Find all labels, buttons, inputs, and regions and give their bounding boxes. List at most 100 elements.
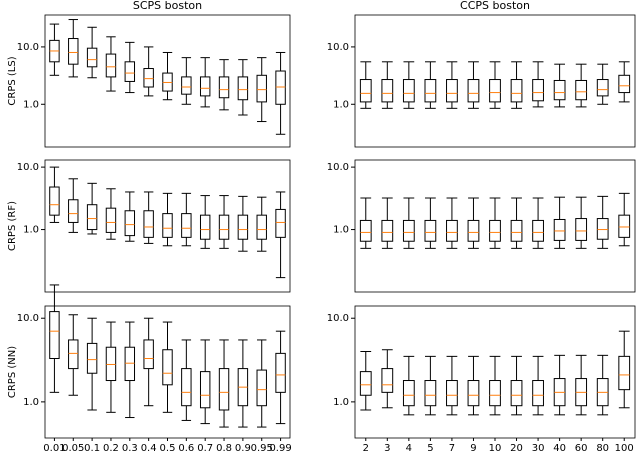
box bbox=[218, 76, 230, 99]
box bbox=[49, 186, 60, 216]
x-tick-label: 60 bbox=[575, 443, 588, 454]
box bbox=[143, 339, 154, 370]
box bbox=[256, 74, 267, 103]
box bbox=[381, 368, 394, 393]
box bbox=[105, 346, 117, 382]
box bbox=[618, 214, 631, 238]
box bbox=[381, 219, 394, 242]
x-tick-label: 100 bbox=[615, 443, 634, 454]
x-tick-label: 0.01 bbox=[43, 443, 65, 454]
box bbox=[510, 79, 523, 103]
panel-frame bbox=[354, 159, 636, 293]
box bbox=[105, 207, 117, 233]
x-tick-label: 0.99 bbox=[269, 443, 291, 454]
box bbox=[359, 219, 372, 242]
box bbox=[424, 79, 437, 103]
box bbox=[532, 380, 544, 407]
box bbox=[575, 218, 588, 241]
box bbox=[489, 380, 501, 407]
x-tick-label: 0.6 bbox=[178, 443, 194, 454]
panel-frame bbox=[44, 14, 291, 148]
y-tick-label: 10.0 bbox=[17, 162, 39, 173]
box bbox=[181, 76, 192, 95]
y-axis-label: CRPS (LS) bbox=[7, 56, 18, 105]
box bbox=[237, 76, 249, 101]
box bbox=[596, 79, 609, 97]
box bbox=[424, 219, 437, 242]
box bbox=[68, 199, 79, 223]
y-tick-label: 10.0 bbox=[17, 313, 39, 324]
box bbox=[86, 47, 98, 68]
box bbox=[124, 346, 136, 382]
x-tick-label: 0.2 bbox=[103, 443, 119, 454]
box bbox=[143, 210, 154, 238]
x-tick-label: 0.7 bbox=[197, 443, 213, 454]
x-tick-label: 20 bbox=[510, 443, 523, 454]
box bbox=[143, 68, 154, 88]
x-tick-label: 80 bbox=[596, 443, 609, 454]
box bbox=[402, 79, 415, 103]
box bbox=[467, 79, 480, 103]
box bbox=[424, 380, 437, 407]
box bbox=[181, 368, 192, 407]
box bbox=[256, 369, 267, 407]
box bbox=[596, 218, 609, 240]
box bbox=[553, 218, 566, 241]
x-tick-label: 30 bbox=[532, 443, 545, 454]
panel-frame bbox=[44, 159, 291, 293]
x-tick-label: 0.4 bbox=[141, 443, 157, 454]
box bbox=[467, 219, 480, 242]
x-tick-label: 0.05 bbox=[62, 443, 84, 454]
x-tick-label: 4 bbox=[406, 443, 412, 454]
box bbox=[359, 79, 372, 103]
box bbox=[237, 214, 249, 240]
x-tick-label: 3 bbox=[384, 443, 390, 454]
box bbox=[105, 53, 117, 78]
box bbox=[162, 349, 173, 386]
y-tick-label: 1.0 bbox=[23, 99, 39, 110]
y-tick-label: 10.0 bbox=[327, 42, 349, 53]
box bbox=[381, 79, 394, 103]
box bbox=[199, 371, 211, 409]
box bbox=[218, 214, 230, 240]
y-tick-label: 1.0 bbox=[333, 397, 349, 408]
panel-frame bbox=[354, 14, 636, 148]
box bbox=[86, 204, 98, 231]
y-tick-label: 10.0 bbox=[327, 313, 349, 324]
box bbox=[199, 76, 211, 97]
box bbox=[402, 219, 415, 242]
box bbox=[275, 208, 286, 238]
x-tick-label: 40 bbox=[553, 443, 566, 454]
box bbox=[124, 61, 136, 82]
box bbox=[618, 355, 631, 391]
box bbox=[618, 74, 631, 94]
y-tick-label: 10.0 bbox=[17, 42, 39, 53]
box bbox=[489, 219, 501, 242]
x-tick-label: 10 bbox=[489, 443, 502, 454]
box bbox=[359, 371, 372, 396]
box bbox=[489, 79, 501, 103]
box bbox=[275, 352, 286, 393]
box bbox=[199, 214, 211, 240]
box bbox=[218, 368, 230, 411]
panel-title: CCPS boston bbox=[460, 0, 530, 12]
box bbox=[510, 219, 523, 242]
box bbox=[532, 79, 544, 102]
box bbox=[68, 339, 79, 370]
y-tick-label: 10.0 bbox=[327, 162, 349, 173]
box bbox=[446, 219, 458, 242]
box bbox=[256, 214, 267, 240]
x-tick-label: 0.3 bbox=[122, 443, 138, 454]
x-tick-label: 0.5 bbox=[160, 443, 176, 454]
box bbox=[467, 380, 480, 407]
y-axis-label: CRPS (NN) bbox=[7, 346, 18, 398]
box bbox=[49, 311, 60, 360]
x-tick-label: 0.95 bbox=[251, 443, 273, 454]
box bbox=[553, 79, 566, 101]
box bbox=[575, 79, 588, 101]
box bbox=[275, 70, 286, 105]
x-tick-label: 5 bbox=[427, 443, 433, 454]
y-tick-label: 1.0 bbox=[23, 397, 39, 408]
x-tick-label: 0.9 bbox=[235, 443, 251, 454]
